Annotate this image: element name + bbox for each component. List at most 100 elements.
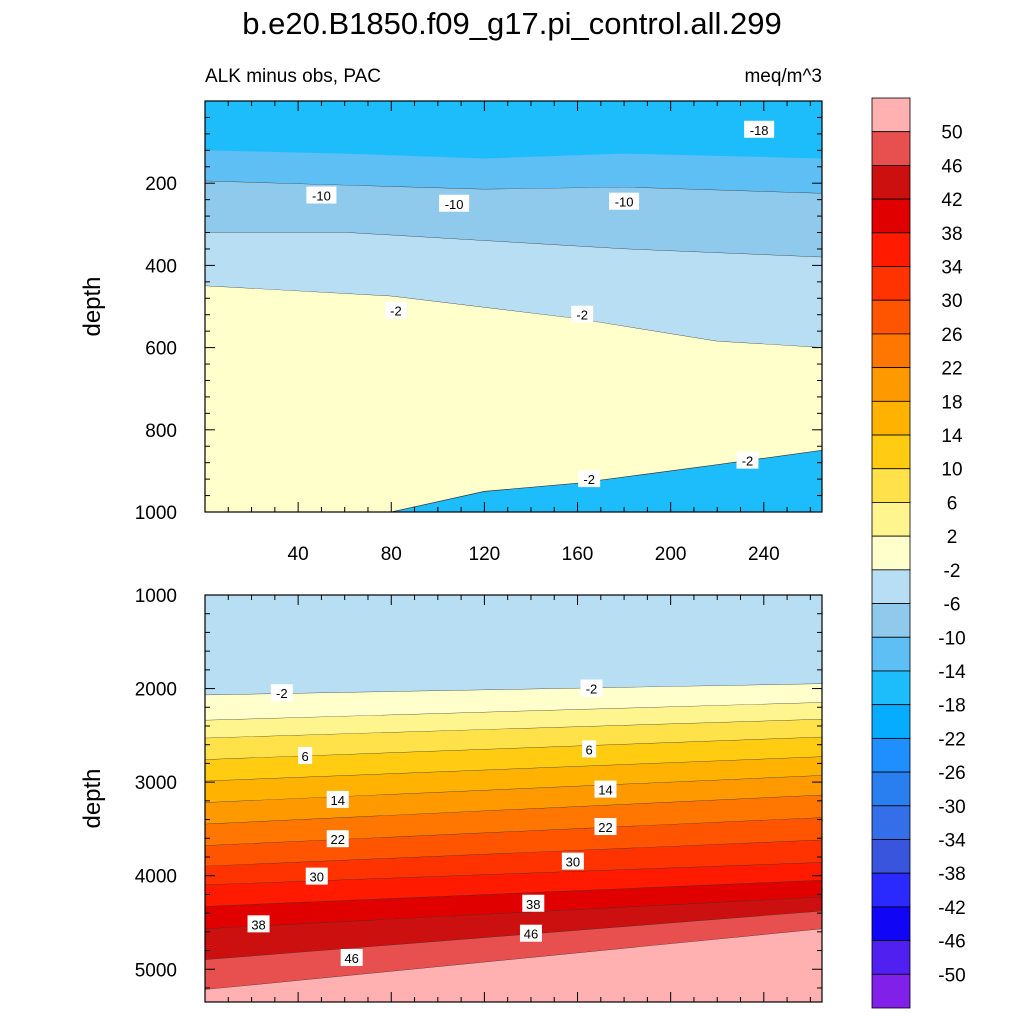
contour-label-text: 22	[330, 832, 344, 847]
colorbar-tick-label: -6	[944, 595, 961, 616]
colorbar-tick-label: -50	[938, 965, 965, 986]
colorbar-tick-label: -46	[938, 932, 965, 953]
contour-label: -10	[609, 192, 640, 210]
colorbar-tick-label: 2	[947, 527, 958, 548]
lower-panel: 1000 2000 3000 4000 5000 depth -2 -2 6 6 14 14 22 22 3…	[79, 586, 823, 1003]
contour-band-lower-9	[205, 840, 822, 885]
contour-band-lower-2	[205, 702, 822, 739]
contour-band-upper-1	[205, 150, 822, 194]
contour-label-text: -10	[615, 195, 634, 210]
colorbar-tick-label: -22	[938, 729, 965, 750]
colorbar-swatch	[871, 670, 911, 706]
contour-band-lower-13	[205, 911, 822, 990]
contour-label: -2	[580, 679, 603, 697]
colorbar-tick-label: -34	[938, 830, 966, 851]
x-tick-label: 160	[562, 544, 594, 565]
chart-subtitle-left: ALK minus obs, PAC	[205, 66, 381, 87]
contour-band-lower-7	[205, 795, 822, 846]
contour-band-upper-4	[205, 286, 822, 512]
colorbar-tick-label: 42	[941, 190, 962, 211]
colorbar-tick-label: 34	[941, 258, 963, 279]
contour-label-text: -10	[312, 189, 331, 204]
contour-band-lower-8	[205, 817, 822, 867]
colorbar-swatch	[871, 333, 911, 369]
colorbar-swatch	[871, 434, 911, 470]
contour-label: -2	[384, 301, 407, 319]
contour-label-text: 30	[310, 870, 324, 885]
colorbar-tick-label: 14	[941, 426, 963, 447]
colorbar-tick-label: 18	[941, 392, 962, 413]
contour-label-text: 46	[344, 951, 358, 966]
contour-label-text: 30	[566, 855, 580, 870]
contour-label-box	[582, 740, 597, 758]
colorbar-swatch	[871, 266, 911, 301]
colorbar-swatch	[871, 131, 911, 166]
colorbar-swatch	[871, 367, 911, 402]
contour-line-lower-12	[205, 910, 822, 961]
colorbar-tick-label: 30	[941, 291, 962, 312]
contour-label-text: -2	[390, 304, 402, 319]
contour-band-upper-2	[205, 181, 822, 258]
contour-label: 38	[247, 915, 270, 933]
colorbar-tick-label: -30	[938, 797, 965, 818]
contour-label: 14	[326, 790, 349, 808]
y-tick-label: 1000	[135, 586, 177, 607]
contour-label: 46	[519, 924, 542, 942]
colorbar-swatch	[871, 165, 911, 200]
contour-label: 30	[305, 867, 328, 885]
contour-label-text: 38	[526, 897, 540, 912]
contour-label-box	[744, 120, 775, 138]
colorbar-tick-label: -14	[938, 662, 966, 683]
colorbar-swatch	[871, 636, 911, 672]
contour-label-text: -2	[576, 308, 588, 323]
contour-label-text: 6	[301, 749, 308, 764]
contour-line-lower-2	[205, 719, 822, 739]
y-tick-label: 400	[145, 256, 177, 277]
contour-label-text: -2	[742, 454, 754, 469]
x-tick-label: 120	[469, 544, 501, 565]
colorbar-swatch	[871, 973, 911, 1009]
contour-band-lower-10	[205, 862, 822, 907]
colorbar-tick-label: 26	[941, 325, 962, 346]
colorbar-swatch	[871, 771, 911, 807]
colorbar-swatch	[871, 906, 911, 941]
contour-label-box	[270, 684, 293, 702]
colorbar-swatch	[871, 940, 911, 975]
y-tick-label: 2000	[135, 680, 177, 701]
chart-subtitle-right: meq/m^3	[744, 66, 822, 87]
contour-label: 14	[594, 780, 617, 798]
contour-band-lower-14	[205, 929, 822, 1002]
colorbar-swatch	[871, 704, 911, 739]
contour-label: -18	[744, 120, 775, 138]
colorbar-tick-label: -38	[938, 864, 965, 885]
contour-label-box	[326, 790, 349, 808]
x-tick-label: 200	[655, 544, 687, 565]
colorbar: 50 46 42 38 34 30 26 22 18 14 10 6 2 -2 -6 -10 -14 -18 -22…	[871, 97, 966, 1009]
colorbar-tick-label: 38	[941, 224, 962, 245]
y-tick-label: 5000	[135, 960, 177, 981]
contour-line-upper-4	[205, 449, 822, 512]
contour-band-lower-12	[205, 897, 822, 960]
contour-label: 22	[326, 830, 349, 848]
y-tick-label: 800	[145, 421, 177, 442]
colorbar-tick-label: -2	[944, 561, 961, 582]
colorbar-swatch	[871, 97, 911, 133]
contour-label-text: 22	[598, 820, 612, 835]
contour-label-text: -2	[583, 472, 595, 487]
contour-label-box	[594, 818, 617, 836]
contour-label: -2	[571, 305, 594, 323]
contour-label-box	[522, 894, 545, 912]
contour-label-box	[340, 949, 363, 967]
contour-label: 38	[522, 894, 545, 912]
colorbar-tick-label: -42	[938, 898, 965, 919]
contour-label-box	[306, 186, 337, 204]
chart-title: b.e20.B1850.f09_g17.pi_control.all.299	[242, 6, 782, 41]
colorbar-tick-label: -18	[938, 696, 965, 717]
colorbar-tick-label: 50	[941, 123, 962, 144]
contour-label-text: -2	[586, 682, 598, 697]
contour-band-lower-0	[205, 595, 822, 696]
contour-label-box	[571, 305, 594, 323]
contour-band-lower-11	[205, 880, 822, 929]
contour-label-text: -10	[445, 197, 464, 212]
